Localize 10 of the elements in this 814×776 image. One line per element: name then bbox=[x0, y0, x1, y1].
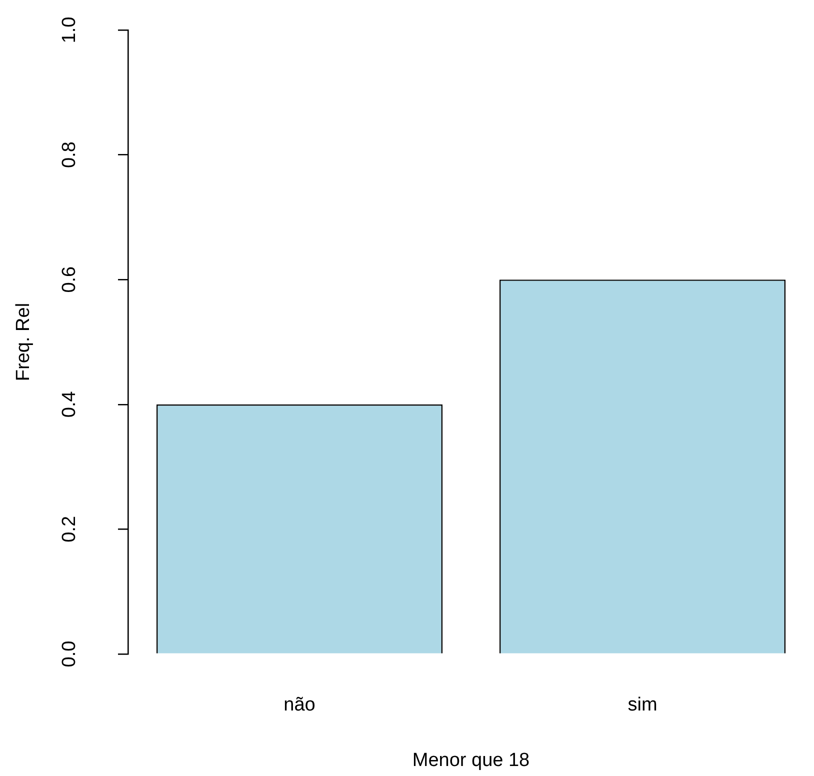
y-axis-title: Freq. Rel bbox=[13, 302, 34, 382]
y-tick-label: 0.0 bbox=[59, 640, 80, 668]
y-tick-label: 0.8 bbox=[59, 142, 80, 168]
x-tick-label: não bbox=[284, 694, 316, 716]
y-tick-label: 0.2 bbox=[59, 516, 80, 542]
y-tick-label: 0.6 bbox=[59, 266, 80, 293]
x-axis-title: Menor que 18 bbox=[412, 750, 530, 771]
x-tick-label: sim bbox=[628, 694, 658, 716]
y-tick-label: 1.0 bbox=[59, 16, 80, 44]
y-tick-label: 0.4 bbox=[59, 390, 80, 418]
